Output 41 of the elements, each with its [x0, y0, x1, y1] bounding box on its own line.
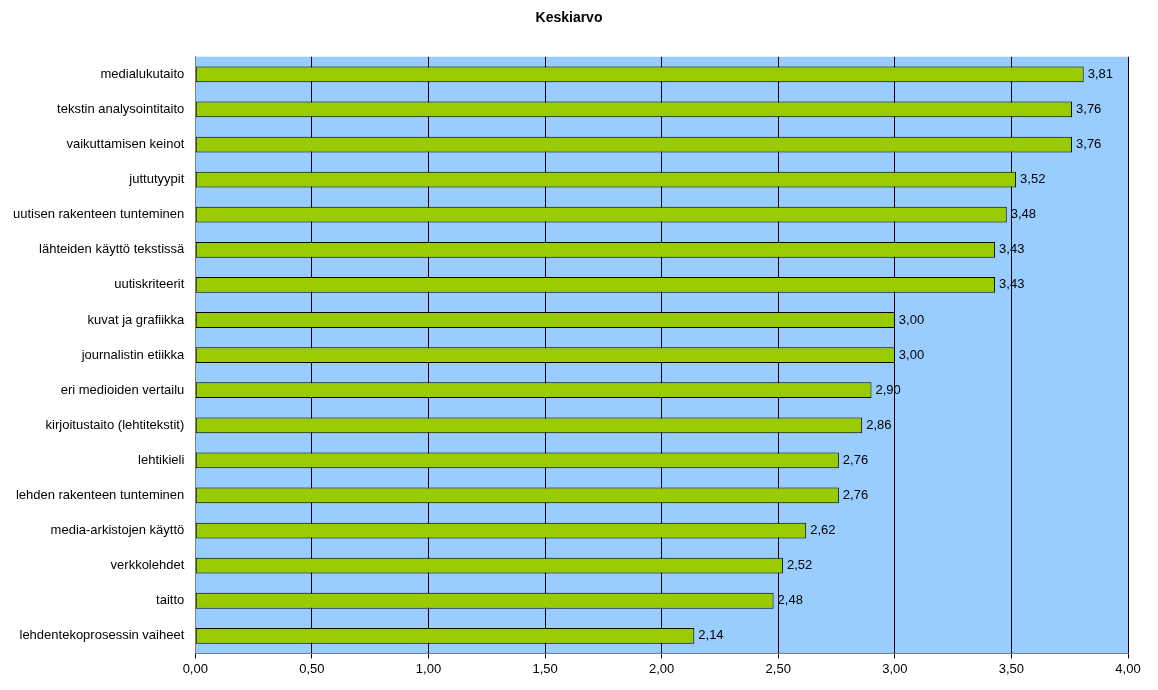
x-tick-label: 3,50 [998, 660, 1025, 676]
y-tick-label: medialukutaito [100, 65, 185, 81]
data-label: 2,14 [698, 627, 724, 643]
y-tick-label: kuvat ja grafiikka [87, 311, 186, 327]
y-tick-label: tekstin analysointitaito [57, 101, 185, 117]
data-label: 3,52 [1020, 171, 1046, 187]
x-tick-label: 3,00 [882, 660, 908, 676]
y-tick-label: taitto [156, 592, 185, 608]
y-tick-label: lähteiden käyttö tekstissä [39, 241, 186, 257]
y-tick-label: media-arkistojen käyttö [50, 522, 185, 538]
data-label: 3,81 [1087, 65, 1114, 81]
data-label: 2,76 [842, 487, 869, 503]
y-tick-label: vaikuttamisen keinot [66, 136, 185, 152]
y-tick-label: uutiskriteerit [114, 276, 185, 292]
x-tick-label: 0,00 [182, 660, 208, 676]
chart-title: Keskiarvo [535, 9, 603, 26]
y-tick-label: lehdentekoprosessin vaiheet [19, 627, 185, 643]
data-label: 2,48 [777, 592, 803, 608]
y-tick-label: eri medioiden vertailu [60, 381, 185, 397]
y-tick-label: kirjoitustaito (lehtitekstit) [45, 416, 185, 432]
x-tick-label: 4,00 [1115, 660, 1141, 676]
y-tick-label: lehtikieli [138, 451, 185, 467]
data-label: 3,00 [898, 346, 925, 362]
x-tick-label: 1,50 [532, 660, 558, 676]
x-tick-label: 1,00 [415, 660, 442, 676]
y-tick-label: lehden rakenteen tunteminen [15, 487, 185, 503]
data-label: 3,76 [1076, 101, 1102, 117]
x-tick-label: 0,50 [299, 660, 325, 676]
data-label: 2,76 [842, 451, 869, 467]
x-tick-label: 2,00 [648, 660, 675, 676]
y-tick-label: uutisen rakenteen tunteminen [12, 206, 185, 222]
y-tick-label: verkkolehdet [110, 557, 185, 573]
data-label: 2,62 [810, 522, 836, 538]
y-tick-label: juttutyypit [128, 171, 185, 187]
data-label: 3,48 [1010, 206, 1037, 222]
data-label: 3,00 [898, 311, 925, 327]
data-label: 2,52 [786, 557, 813, 573]
y-tick-label: journalistin etiikka [80, 346, 186, 362]
x-tick-label: 2,50 [765, 660, 791, 676]
data-label: 2,86 [866, 416, 892, 432]
data-label: 3,76 [1076, 136, 1102, 152]
